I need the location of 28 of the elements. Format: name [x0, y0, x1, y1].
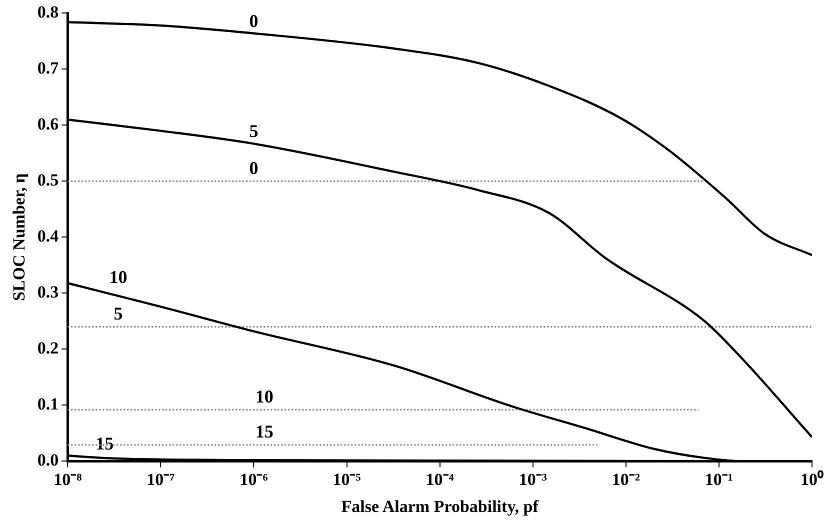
y-tick-label: 0.5 — [37, 170, 59, 190]
annotation: 10 — [109, 267, 128, 288]
x-tick-label: 10⁻⁵ — [332, 470, 361, 489]
annotation: 15 — [96, 433, 114, 454]
y-tick-label: 0.4 — [37, 226, 60, 246]
y-tick-label: 0.1 — [37, 394, 59, 414]
x-tick-label: 10⁻⁷ — [146, 470, 175, 489]
x-tick-label: 10⁻³ — [518, 470, 547, 489]
annotation: 10 — [255, 386, 274, 406]
annotation: 0 — [249, 158, 258, 178]
x-tick-label: 10⁻¹ — [704, 470, 734, 489]
x-tick-label: 10⁻² — [612, 470, 640, 489]
x-tick-label: 10⁻⁶ — [240, 470, 268, 489]
annotation: 5 — [249, 120, 258, 141]
y-tick-label: 0.7 — [37, 58, 60, 78]
x-tick-label: 10⁰ — [800, 470, 824, 489]
annotation: 0 — [249, 11, 258, 32]
y-tick-label: 0.0 — [37, 450, 59, 470]
y-tick-label: 0.6 — [37, 114, 59, 134]
x-tick-label: 10⁻⁸ — [54, 470, 82, 489]
annotation: 15 — [255, 422, 274, 442]
x-axis-title: False Alarm Probability, pf — [341, 497, 539, 516]
annotation: 5 — [114, 303, 123, 324]
x-tick-label: 10⁻⁴ — [426, 470, 454, 489]
y-axis-title: SLOC Number, η — [10, 173, 29, 301]
y-tick-label: 0.3 — [37, 282, 59, 302]
y-tick-label: 0.8 — [37, 2, 59, 22]
y-tick-label: 0.2 — [37, 338, 59, 358]
